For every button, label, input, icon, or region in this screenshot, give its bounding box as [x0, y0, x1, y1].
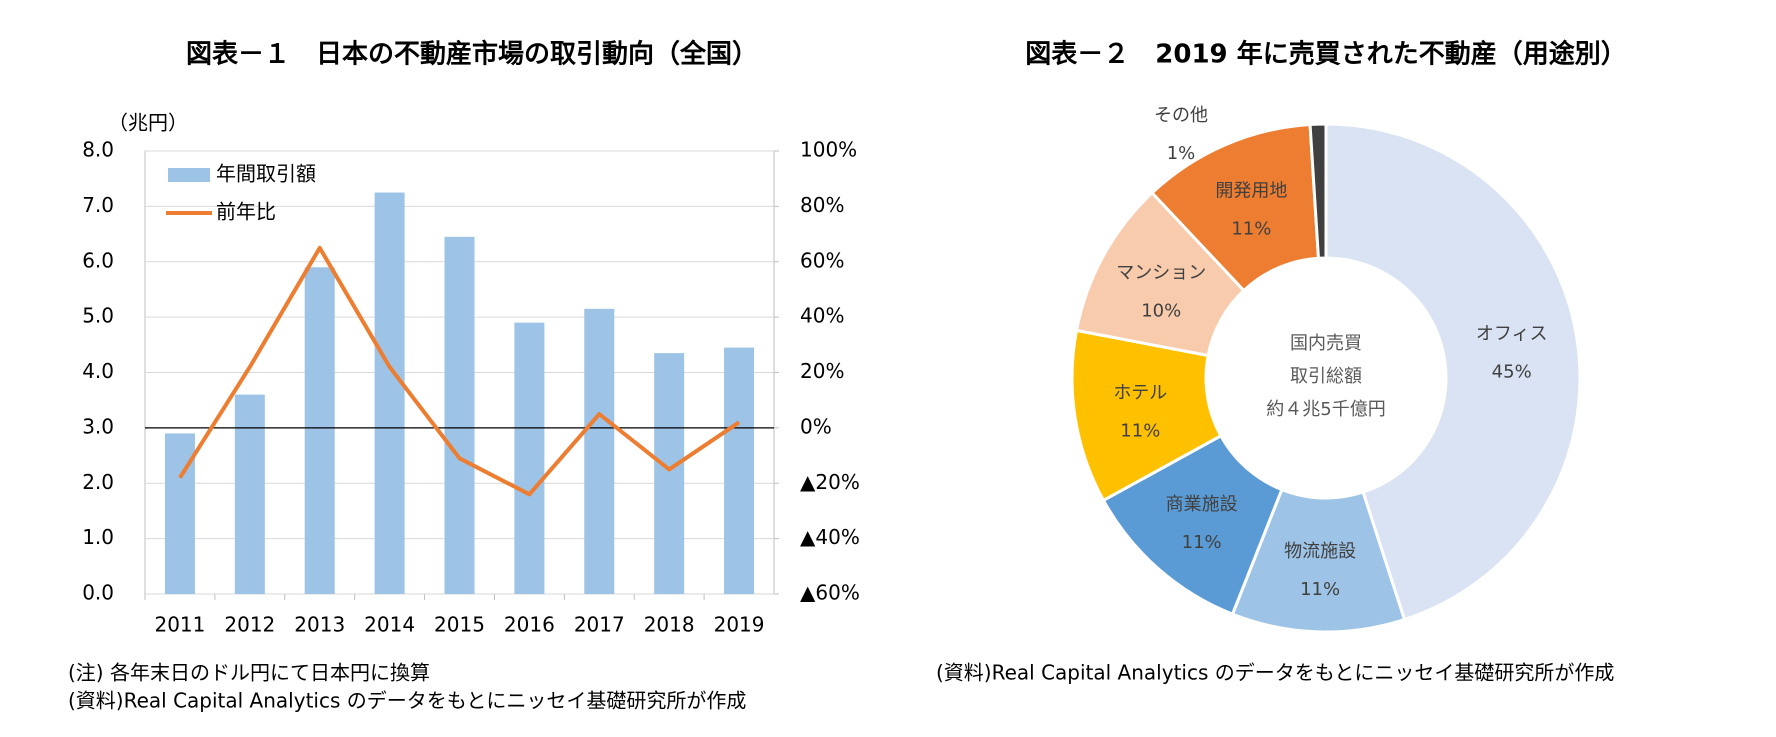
- bar: [654, 353, 685, 594]
- bar: [584, 308, 615, 594]
- y-tick-label: 5.0: [82, 304, 114, 328]
- y2-tick-label: ▲60%: [800, 581, 860, 605]
- slice-value: 11%: [1182, 532, 1222, 553]
- x-tick-label: 2015: [434, 613, 485, 637]
- note: (資料)Real Capital Analytics のデータをもとにニッセイ基…: [936, 661, 1614, 685]
- x-tick-label: 2018: [644, 613, 695, 637]
- y2-tick-label: 40%: [800, 304, 844, 328]
- x-tick-label: 2011: [154, 613, 205, 637]
- bar: [234, 394, 265, 594]
- line: [178, 245, 741, 497]
- bar: [374, 192, 405, 594]
- center-label: 約４兆5千億円: [1266, 399, 1385, 420]
- x-tick-label: 2019: [714, 613, 765, 637]
- donut-slice: [1324, 122, 1582, 622]
- y-tick-label: 0.0: [82, 581, 114, 605]
- y-tick-label: 7.0: [82, 193, 114, 217]
- slice-label: その他: [1154, 105, 1208, 126]
- y2-tick-label: 20%: [800, 359, 844, 383]
- slice-value: 1%: [1167, 143, 1196, 164]
- slice-label: オフィス: [1476, 324, 1548, 345]
- chart-title: 図表－２ 2019 年に売買された不動産（用途別）: [1025, 39, 1626, 70]
- note: (注) 各年末日のドル円にて日本円に換算: [68, 661, 430, 685]
- slice-value: 11%: [1300, 579, 1340, 600]
- y-tick-label: 3.0: [82, 414, 114, 438]
- y2-tick-label: 100%: [800, 138, 857, 162]
- y-tick-label: 8.0: [82, 138, 114, 162]
- donut-slice: [1308, 122, 1328, 260]
- legend-label: 年間取引額: [216, 162, 316, 186]
- center-label: 国内売買: [1290, 333, 1362, 354]
- center-label: 取引総額: [1290, 366, 1362, 387]
- bar: [304, 267, 335, 594]
- y-tick-label: 2.0: [82, 470, 114, 494]
- y-tick-label: 1.0: [82, 525, 114, 549]
- slice-label: 商業施設: [1166, 494, 1238, 515]
- bar: [724, 347, 755, 594]
- slice-value: 45%: [1492, 362, 1532, 383]
- x-tick-label: 2013: [294, 613, 345, 637]
- slice-label: ホテル: [1113, 382, 1167, 403]
- bar: [444, 236, 475, 595]
- y2-tick-label: 0%: [800, 414, 832, 438]
- x-tick-label: 2017: [574, 613, 625, 637]
- x-tick-label: 2014: [364, 613, 415, 637]
- legend-swatch: [168, 168, 210, 182]
- legend-label: 前年比: [216, 200, 276, 224]
- y2-tick-label: ▲40%: [800, 525, 860, 549]
- y2-tick-label: 60%: [800, 248, 844, 272]
- x-tick-label: 2016: [504, 613, 555, 637]
- x-tick-label: 2012: [224, 613, 275, 637]
- bar: [514, 322, 545, 594]
- y2-tick-label: ▲20%: [800, 470, 860, 494]
- note: (資料)Real Capital Analytics のデータをもとにニッセイ基…: [68, 689, 746, 713]
- slice-value: 11%: [1231, 218, 1271, 239]
- y-axis-label: （兆円）: [108, 111, 188, 135]
- slice-label: マンション: [1116, 262, 1206, 283]
- slice-value: 10%: [1141, 300, 1181, 321]
- y-tick-label: 4.0: [82, 359, 114, 383]
- chart-title: 図表－１ 日本の不動産市場の取引動向（全国）: [186, 39, 758, 70]
- slice-value: 11%: [1120, 420, 1160, 441]
- slice-label: 物流施設: [1284, 541, 1356, 562]
- y-tick-label: 6.0: [82, 248, 114, 272]
- slice-label: 開発用地: [1215, 180, 1287, 201]
- y2-tick-label: 80%: [800, 193, 844, 217]
